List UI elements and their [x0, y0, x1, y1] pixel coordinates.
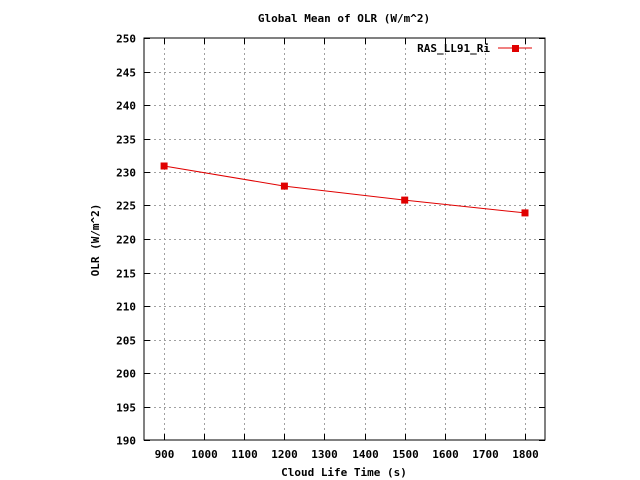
x-tick-label: 1700	[472, 448, 499, 461]
y-tick-label: 190	[116, 435, 136, 448]
tick-labels: 190 195 200 205 210 215 220 225 230 235 240 245 250 9…	[116, 33, 539, 462]
series-layer	[160, 162, 529, 217]
axis-ticks	[144, 38, 545, 441]
x-tick-label: 1800	[512, 448, 539, 461]
data-point-marker	[521, 209, 529, 217]
grid-lines	[144, 38, 545, 440]
y-tick-label: 215	[116, 268, 136, 281]
x-tick-label: 1100	[231, 448, 258, 461]
legend-label: RAS_LL91_Ri	[417, 42, 490, 55]
y-tick-label: 195	[116, 402, 136, 415]
y-tick-label: 225	[116, 200, 136, 213]
y-tick-label: 245	[116, 67, 136, 80]
y-tick-label: 230	[116, 167, 136, 180]
x-tick-label: 900	[155, 448, 175, 461]
y-tick-label: 235	[116, 134, 136, 147]
y-tick-label: 250	[116, 33, 136, 46]
y-axis-label: OLR (W/m^2)	[89, 204, 102, 277]
x-axis-label: Cloud Life Time (s)	[281, 466, 407, 479]
data-point-marker	[280, 182, 288, 190]
x-tick-label: 1200	[271, 448, 298, 461]
y-tick-label: 205	[116, 335, 136, 348]
y-tick-label: 220	[116, 234, 136, 247]
x-tick-label: 1400	[352, 448, 379, 461]
y-tick-label: 240	[116, 100, 136, 113]
legend: RAS_LL91_Ri	[417, 42, 532, 55]
series-line	[164, 165, 526, 214]
data-point-marker	[160, 162, 168, 170]
x-tick-label: 1000	[191, 448, 218, 461]
y-tick-label: 200	[116, 368, 136, 381]
chart-title: Global Mean of OLR (W/m^2)	[258, 12, 430, 25]
x-tick-label: 1500	[392, 448, 419, 461]
x-tick-label: 1300	[311, 448, 338, 461]
data-point-marker	[401, 196, 409, 204]
y-tick-label: 210	[116, 301, 136, 314]
x-tick-label: 1600	[432, 448, 459, 461]
legend-marker	[512, 45, 519, 52]
